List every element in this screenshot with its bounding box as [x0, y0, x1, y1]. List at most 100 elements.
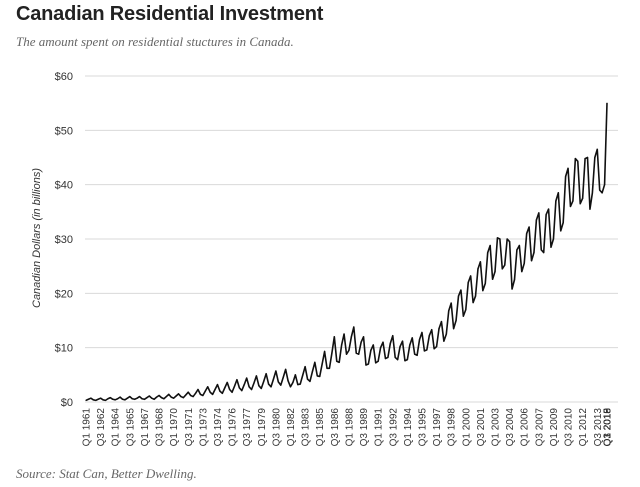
data-point	[124, 399, 126, 401]
x-axis-ticks: Q1 1961 Q3 1962 Q1 1964 Q3 1965 Q1 1967 Q3 19…	[82, 408, 614, 447]
data-point	[460, 289, 462, 291]
x-tick-label: Q1 1973	[198, 408, 209, 447]
data-point	[236, 379, 238, 381]
data-point	[579, 203, 581, 205]
data-point	[511, 288, 513, 290]
data-point	[567, 167, 569, 169]
x-tick-label: Q1 1979	[257, 408, 268, 447]
data-point	[367, 363, 370, 365]
data-point	[362, 336, 365, 338]
data-point	[365, 364, 367, 366]
data-point	[384, 357, 387, 360]
data-point	[543, 251, 545, 254]
data-point	[518, 244, 520, 247]
data-point	[192, 395, 194, 398]
data-point	[202, 394, 204, 397]
data-point	[521, 271, 523, 273]
x-tick-label: Q1 2003	[491, 408, 502, 447]
data-point	[535, 219, 538, 221]
data-point	[238, 387, 240, 389]
data-point	[194, 392, 197, 394]
data-point	[404, 360, 406, 362]
data-point	[85, 399, 87, 401]
data-point	[601, 192, 603, 194]
data-point	[158, 394, 160, 397]
data-point	[538, 212, 540, 214]
data-point	[287, 380, 289, 382]
x-tick-label: Q1 1976	[228, 408, 239, 447]
x-tick-label: Q3 1983	[301, 408, 312, 447]
data-point	[126, 397, 128, 399]
data-point	[258, 385, 260, 387]
data-point	[348, 349, 350, 351]
x-tick-label: Q1 1982	[286, 408, 297, 447]
data-point	[421, 331, 423, 334]
data-point	[353, 326, 355, 328]
data-point	[596, 148, 598, 150]
data-point	[589, 208, 591, 210]
data-point	[433, 348, 435, 350]
data-point	[372, 344, 374, 346]
data-point	[129, 395, 131, 398]
data-point	[414, 353, 416, 355]
y-tick-label: $40	[55, 180, 73, 192]
data-point	[156, 396, 158, 398]
data-point	[173, 397, 175, 399]
data-point	[250, 388, 253, 391]
data-point	[182, 397, 184, 399]
data-point	[177, 393, 180, 395]
data-point	[550, 246, 552, 248]
data-point	[190, 394, 192, 397]
data-point	[450, 302, 452, 304]
data-point	[513, 279, 516, 281]
x-tick-label: Q3 2007	[534, 408, 545, 447]
data-point	[409, 344, 411, 346]
data-point	[358, 353, 360, 355]
y-tick-label: $60	[55, 71, 73, 83]
data-point	[138, 395, 141, 398]
data-point	[277, 381, 279, 383]
data-point	[370, 349, 372, 351]
data-point	[423, 350, 426, 352]
data-point	[482, 290, 484, 292]
x-tick-label: Q3 2013	[593, 408, 604, 447]
data-point	[131, 398, 133, 400]
data-point	[472, 301, 474, 304]
data-point	[389, 342, 391, 344]
x-tick-label: Q3 1989	[359, 408, 370, 447]
data-point	[477, 268, 479, 270]
data-point	[594, 156, 596, 159]
x-tick-label: Q3 1962	[96, 408, 107, 447]
data-point	[426, 349, 428, 351]
x-tick-label: Q1 2012	[578, 408, 589, 447]
data-point	[438, 328, 440, 330]
data-point	[302, 374, 304, 376]
x-tick-label: Q3 1980	[271, 408, 282, 447]
x-tick-label: Q1 2000	[461, 408, 472, 447]
x-tick-label: Q3 1986	[330, 408, 341, 447]
data-point	[379, 347, 382, 349]
data-point	[462, 315, 464, 317]
data-point	[151, 397, 153, 399]
data-point	[170, 396, 172, 398]
data-point	[209, 391, 211, 393]
x-tick-label: Q3 1965	[125, 408, 136, 447]
series-layer	[85, 102, 608, 402]
data-point	[406, 359, 408, 361]
data-point	[219, 390, 221, 392]
data-point	[323, 350, 326, 353]
data-point	[560, 230, 562, 232]
data-point	[216, 384, 219, 386]
data-point	[319, 375, 321, 378]
data-point	[530, 260, 533, 262]
data-point	[533, 251, 535, 254]
data-point	[180, 395, 182, 398]
data-point	[509, 241, 511, 243]
data-point	[143, 398, 146, 400]
data-point	[297, 384, 299, 386]
data-point	[292, 381, 294, 384]
data-point	[397, 359, 399, 361]
data-point	[148, 395, 150, 397]
data-point	[526, 232, 528, 235]
